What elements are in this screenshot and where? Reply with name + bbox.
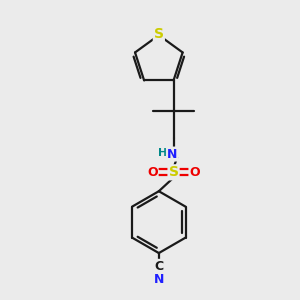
Text: O: O xyxy=(189,166,200,179)
Text: H: H xyxy=(158,148,167,158)
Text: N: N xyxy=(167,148,177,160)
Text: N: N xyxy=(154,273,164,286)
Text: S: S xyxy=(169,165,178,179)
Text: S: S xyxy=(154,27,164,41)
Text: O: O xyxy=(147,166,158,179)
Text: C: C xyxy=(154,260,164,273)
